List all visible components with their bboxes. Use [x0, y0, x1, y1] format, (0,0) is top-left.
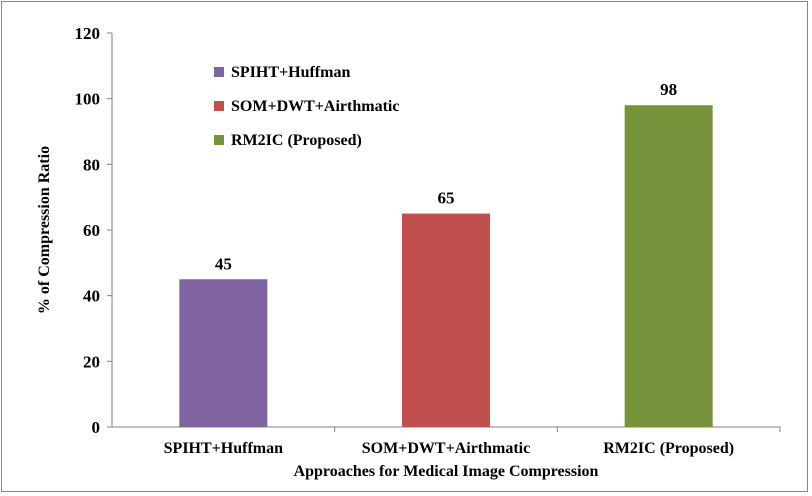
legend: SPIHT+Huffman SOM+DWT+Airthmatic RM2IC (Pr…	[214, 64, 399, 149]
x-tick-label: SPIHT+Huffman	[164, 440, 283, 457]
legend-label: SPIHT+Huffman	[231, 64, 350, 81]
legend-swatch	[214, 101, 224, 111]
y-tick-label: 80	[83, 155, 100, 174]
x-axis-title: Approaches for Medical Image Compression	[294, 463, 599, 480]
legend-swatch	[214, 135, 224, 145]
y-tick-label: 60	[83, 221, 100, 240]
legend-label: RM2IC (Proposed)	[231, 132, 362, 149]
y-tick-label: 0	[92, 418, 101, 437]
y-tick-label: 20	[83, 352, 100, 371]
x-tick-label: RM2IC (Proposed)	[603, 440, 734, 457]
bars: 45 SPIHT+Huffman 65 SOM+DWT+Airthmatic 98 RM2…	[164, 80, 734, 457]
legend-label: SOM+DWT+Airthmatic	[231, 98, 399, 115]
data-label: 65	[438, 189, 455, 208]
bar	[179, 279, 268, 427]
data-label: 45	[215, 254, 232, 273]
x-tick-label: SOM+DWT+Airthmatic	[362, 440, 530, 457]
y-axis-title: % of Compression Ratio	[36, 146, 53, 314]
y-tick-label: 100	[75, 90, 101, 109]
data-label: 98	[660, 80, 677, 99]
bar	[624, 105, 713, 427]
bar	[402, 213, 490, 427]
legend-swatch	[214, 67, 224, 77]
y-tick-label: 120	[75, 24, 101, 43]
y-tick-label: 40	[83, 287, 100, 306]
